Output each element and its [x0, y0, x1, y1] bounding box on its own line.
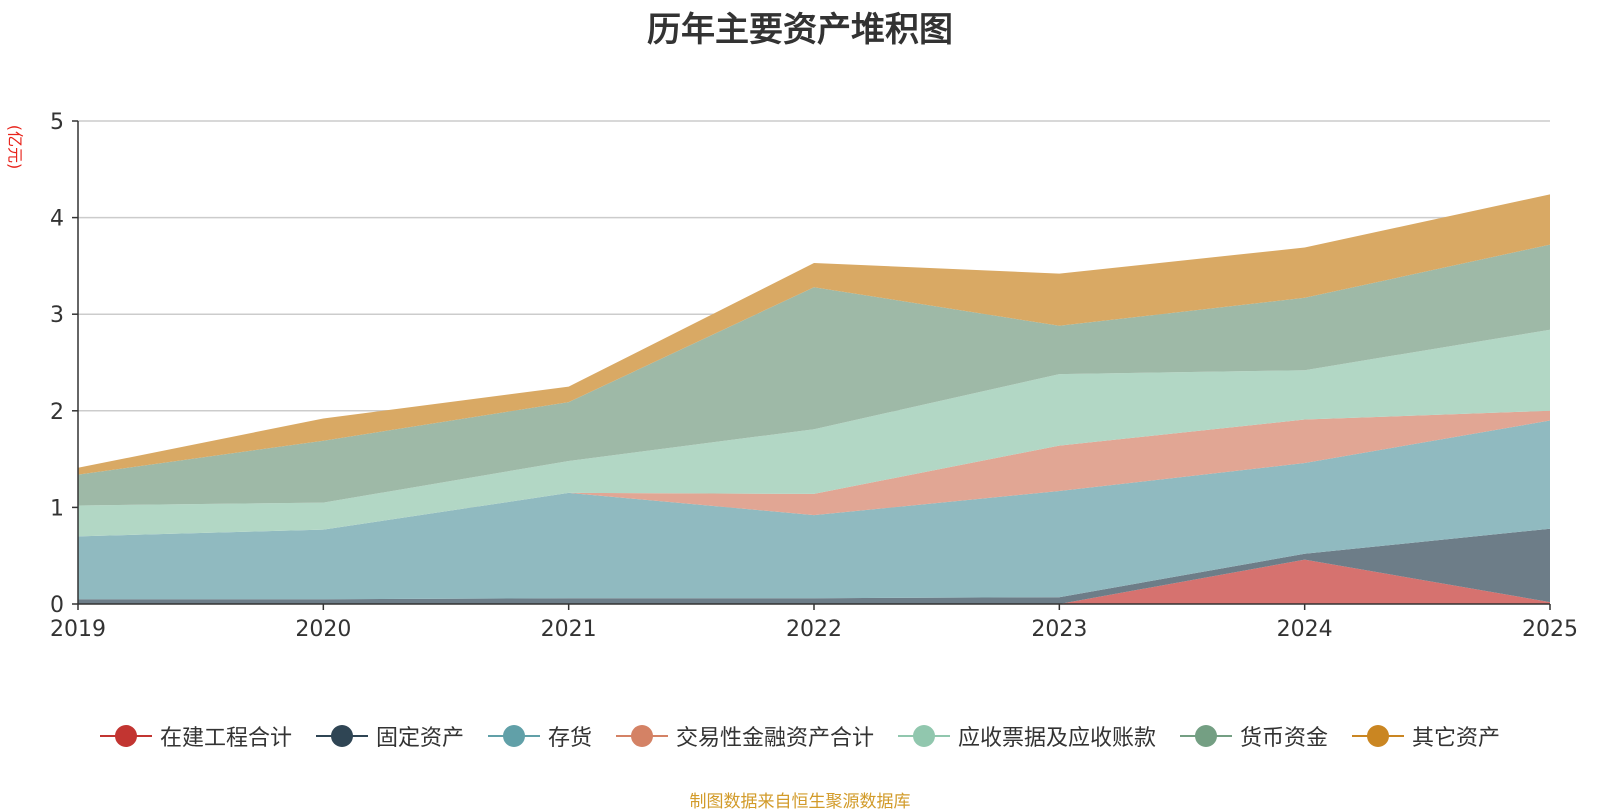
x-tick-label: 2019: [50, 617, 106, 642]
x-tick-label: 2023: [1031, 617, 1087, 642]
y-tick-label: 4: [50, 207, 64, 232]
legend-label: 其它资产: [1412, 726, 1501, 751]
y-tick-label: 3: [50, 303, 64, 328]
legend-label: 交易性金融资产合计: [675, 726, 874, 751]
series-area-1: [78, 528, 1550, 604]
legend-item-3[interactable]: 交易性金融资产合计: [615, 720, 874, 752]
legend-item-0[interactable]: 在建工程合计: [99, 720, 292, 752]
y-tick-label: 2: [50, 400, 64, 425]
x-tick-label: 2025: [1522, 617, 1578, 642]
legend-marker-icon: [1180, 725, 1233, 747]
legend-marker-icon: [1352, 725, 1405, 747]
series-area-5: [78, 244, 1550, 506]
legend-label: 在建工程合计: [159, 726, 292, 751]
chart-title: 历年主要资产堆积图: [647, 10, 953, 50]
legend-marker-icon: [315, 725, 368, 747]
legend-item-4[interactable]: 应收票据及应收账款: [898, 720, 1156, 752]
x-tick-label: 2024: [1277, 617, 1333, 642]
legend-label: 存货: [547, 726, 592, 751]
series-area-6: [78, 194, 1550, 475]
x-tick-label: 2022: [786, 617, 842, 642]
x-tick-label: 2021: [541, 617, 597, 642]
series-area-2: [78, 420, 1550, 600]
legend-item-5[interactable]: 货币资金: [1180, 720, 1328, 752]
series-area-4: [78, 329, 1550, 537]
series-area-3: [78, 410, 1550, 537]
y-tick-label: 5: [50, 110, 64, 135]
legend-label: 固定资产: [375, 726, 464, 751]
legend-marker-icon: [898, 725, 950, 747]
legend-label: 货币资金: [1240, 726, 1329, 751]
legend-item-1[interactable]: 固定资产: [315, 720, 464, 752]
legend-marker-icon: [615, 725, 668, 747]
y-tick-label: 1: [50, 496, 64, 521]
x-tick-label: 2020: [295, 617, 351, 642]
y-tick-label: 0: [50, 593, 64, 618]
legend-item-6[interactable]: 其它资产: [1352, 720, 1500, 752]
legend-item-2[interactable]: 存货: [487, 720, 592, 752]
chart-legend: 在建工程合计 固定资产 存货 交易性金融资产合计 应收票据及应收账款 货币资金 其它资产: [0, 720, 1600, 752]
series-area-0: [78, 559, 1550, 604]
legend-marker-icon: [99, 725, 152, 747]
legend-label: 应收票据及应收账款: [958, 726, 1157, 751]
legend-marker-icon: [487, 725, 540, 747]
